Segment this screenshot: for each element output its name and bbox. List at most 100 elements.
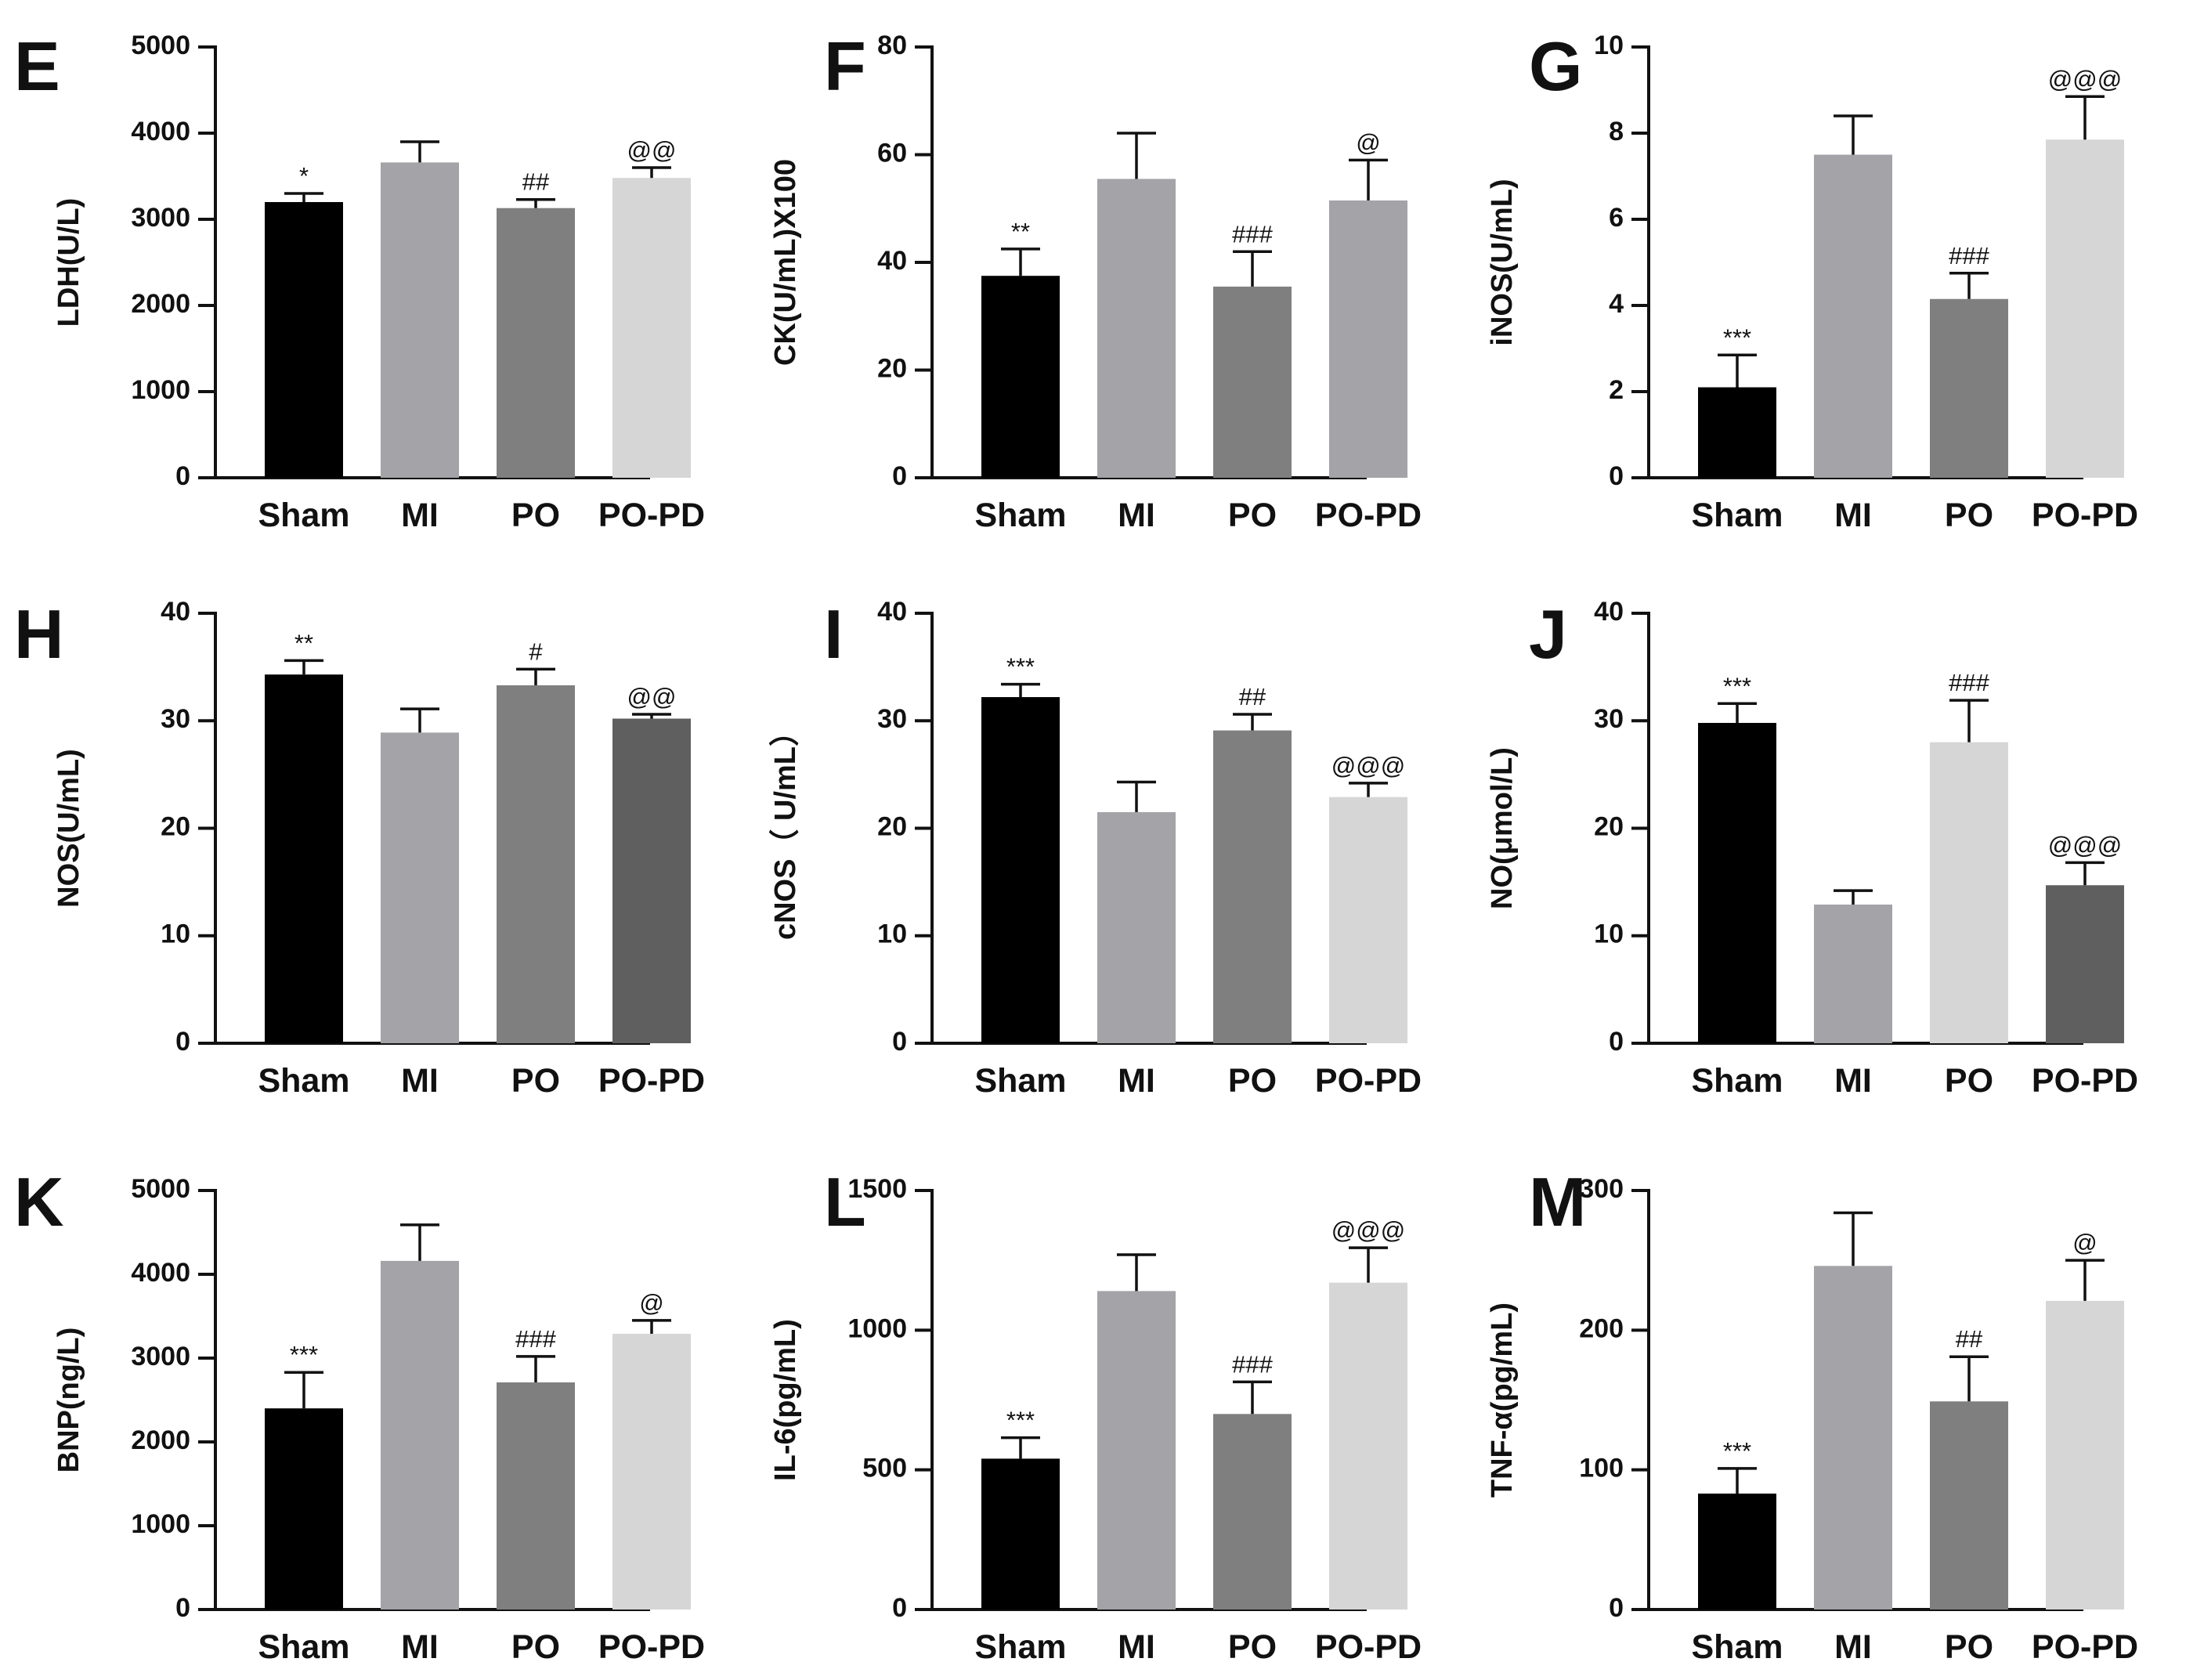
panel-M: M TNF-α(pg/mL) 0 100 200 300 *** Sham MI ## PO @ PO-… bbox=[1486, 1163, 2138, 1666]
y-tick-label: 10 bbox=[877, 919, 907, 949]
significance-label: @ bbox=[639, 1289, 663, 1317]
panel-letter: F bbox=[824, 27, 866, 105]
bar-po-pd bbox=[2046, 139, 2124, 478]
y-tick-label: 10 bbox=[1594, 31, 1624, 60]
x-tick-label: PO bbox=[1228, 497, 1277, 534]
bar-sham bbox=[265, 674, 343, 1043]
x-tick-label: PO bbox=[511, 1062, 560, 1100]
significance-label: ### bbox=[1949, 242, 1989, 269]
bar-mi bbox=[381, 162, 459, 478]
panel-letter: H bbox=[14, 595, 64, 673]
significance-label: # bbox=[529, 638, 543, 665]
y-tick-label: 40 bbox=[1594, 597, 1624, 627]
bar-sham bbox=[981, 1458, 1060, 1610]
y-tick-label: 10 bbox=[1594, 919, 1624, 949]
y-tick-label: 0 bbox=[1609, 1027, 1624, 1057]
bar-po-pd bbox=[1329, 200, 1407, 478]
x-tick-label: Sham bbox=[1691, 1062, 1783, 1100]
x-tick-label: MI bbox=[401, 1628, 439, 1666]
y-tick-label: 40 bbox=[161, 597, 190, 627]
y-tick-label: 20 bbox=[161, 811, 190, 841]
x-tick-label: PO-PD bbox=[1315, 1062, 1422, 1100]
panel-L: L IL-6(pg/mL) 0 500 1000 1500 *** Sham MI ### PO @@… bbox=[769, 1163, 1422, 1666]
y-tick-label: 0 bbox=[892, 1593, 907, 1623]
y-tick-label: 1000 bbox=[847, 1313, 907, 1343]
x-tick-label: Sham bbox=[974, 1062, 1066, 1100]
bar-mi bbox=[1814, 1266, 1892, 1610]
bar-sham bbox=[981, 276, 1060, 478]
bar-sham bbox=[981, 697, 1060, 1043]
bar-mi bbox=[1097, 811, 1176, 1043]
x-tick-label: PO-PD bbox=[2032, 497, 2138, 534]
y-tick-label: 2000 bbox=[131, 1425, 190, 1455]
bar-mi bbox=[1097, 1291, 1176, 1610]
x-tick-label: PO bbox=[1945, 1628, 1993, 1666]
significance-label: *** bbox=[1723, 672, 1751, 699]
panel-F: F CK(U/mL)X100 0 20 40 60 80 ** Sham MI ### PO @ PO-P… bbox=[769, 27, 1422, 534]
x-tick-label: Sham bbox=[258, 1062, 349, 1100]
panel-letter: G bbox=[1529, 27, 1582, 105]
significance-label: * bbox=[299, 162, 309, 190]
y-tick-label: 30 bbox=[1594, 704, 1624, 734]
x-tick-label: PO-PD bbox=[1315, 1628, 1422, 1666]
y-tick-label: 0 bbox=[175, 1593, 190, 1623]
x-tick-label: PO-PD bbox=[2032, 1628, 2138, 1666]
y-tick-label: 5000 bbox=[131, 1174, 190, 1204]
x-tick-label: PO bbox=[511, 1628, 560, 1666]
significance-label: *** bbox=[1723, 323, 1751, 351]
y-tick-label: 60 bbox=[877, 138, 907, 168]
bar-po-pd bbox=[2046, 885, 2124, 1043]
y-tick-label: 20 bbox=[877, 811, 907, 841]
y-tick-label: 0 bbox=[1609, 1593, 1624, 1623]
x-tick-label: PO-PD bbox=[598, 1628, 705, 1666]
bar-po-pd bbox=[612, 178, 691, 478]
significance-label: ### bbox=[1949, 669, 1989, 696]
x-tick-label: MI bbox=[401, 497, 439, 534]
y-tick-label: 4000 bbox=[131, 117, 190, 146]
bar-mi bbox=[1097, 179, 1176, 478]
bar-po bbox=[1930, 298, 2008, 478]
x-tick-label: Sham bbox=[1691, 497, 1783, 534]
y-tick-label: 4000 bbox=[131, 1258, 190, 1288]
y-axis-label: NOS(U/mL) bbox=[52, 749, 85, 908]
x-tick-label: Sham bbox=[974, 1628, 1066, 1666]
x-tick-label: MI bbox=[1834, 497, 1872, 534]
bar-po-pd bbox=[2046, 1300, 2124, 1610]
y-tick-label: 30 bbox=[161, 704, 190, 734]
y-tick-label: 0 bbox=[175, 1027, 190, 1057]
bar-mi bbox=[381, 1260, 459, 1610]
significance-label: @@@ bbox=[2048, 65, 2122, 92]
significance-label: @ bbox=[2072, 1229, 2097, 1256]
y-axis-label: NO(μmol/L) bbox=[1486, 747, 1519, 909]
significance-label: ** bbox=[294, 629, 313, 656]
x-tick-label: MI bbox=[1118, 1628, 1155, 1666]
bar-mi bbox=[1814, 154, 1892, 478]
y-tick-label: 80 bbox=[877, 31, 907, 60]
y-tick-label: 0 bbox=[892, 1027, 907, 1057]
x-tick-label: Sham bbox=[974, 497, 1066, 534]
y-tick-label: 1000 bbox=[131, 375, 190, 405]
x-tick-label: PO-PD bbox=[2032, 1062, 2138, 1100]
bar-sham bbox=[265, 1408, 343, 1610]
y-axis-label: LDH(U/L) bbox=[52, 198, 85, 327]
bar-mi bbox=[1814, 904, 1892, 1043]
x-tick-label: MI bbox=[401, 1062, 439, 1100]
bar-po-pd bbox=[612, 1333, 691, 1610]
bar-po bbox=[1930, 742, 2008, 1043]
x-tick-label: PO-PD bbox=[1315, 497, 1422, 534]
bar-po bbox=[497, 208, 575, 478]
x-tick-label: Sham bbox=[1691, 1628, 1783, 1666]
significance-label: @@ bbox=[627, 683, 677, 710]
x-tick-label: MI bbox=[1834, 1062, 1872, 1100]
y-axis-label: IL-6(pg/mL) bbox=[769, 1319, 802, 1481]
significance-label: *** bbox=[1006, 653, 1035, 681]
y-tick-label: 300 bbox=[1579, 1174, 1624, 1204]
bar-po bbox=[1930, 1401, 2008, 1610]
significance-label: ## bbox=[1956, 1325, 1983, 1353]
x-tick-label: PO bbox=[1945, 1062, 1993, 1100]
significance-label: @@@ bbox=[1331, 752, 1405, 779]
significance-label: ** bbox=[1011, 218, 1030, 245]
significance-label: @@@ bbox=[2048, 831, 2122, 858]
y-tick-label: 2000 bbox=[131, 289, 190, 319]
